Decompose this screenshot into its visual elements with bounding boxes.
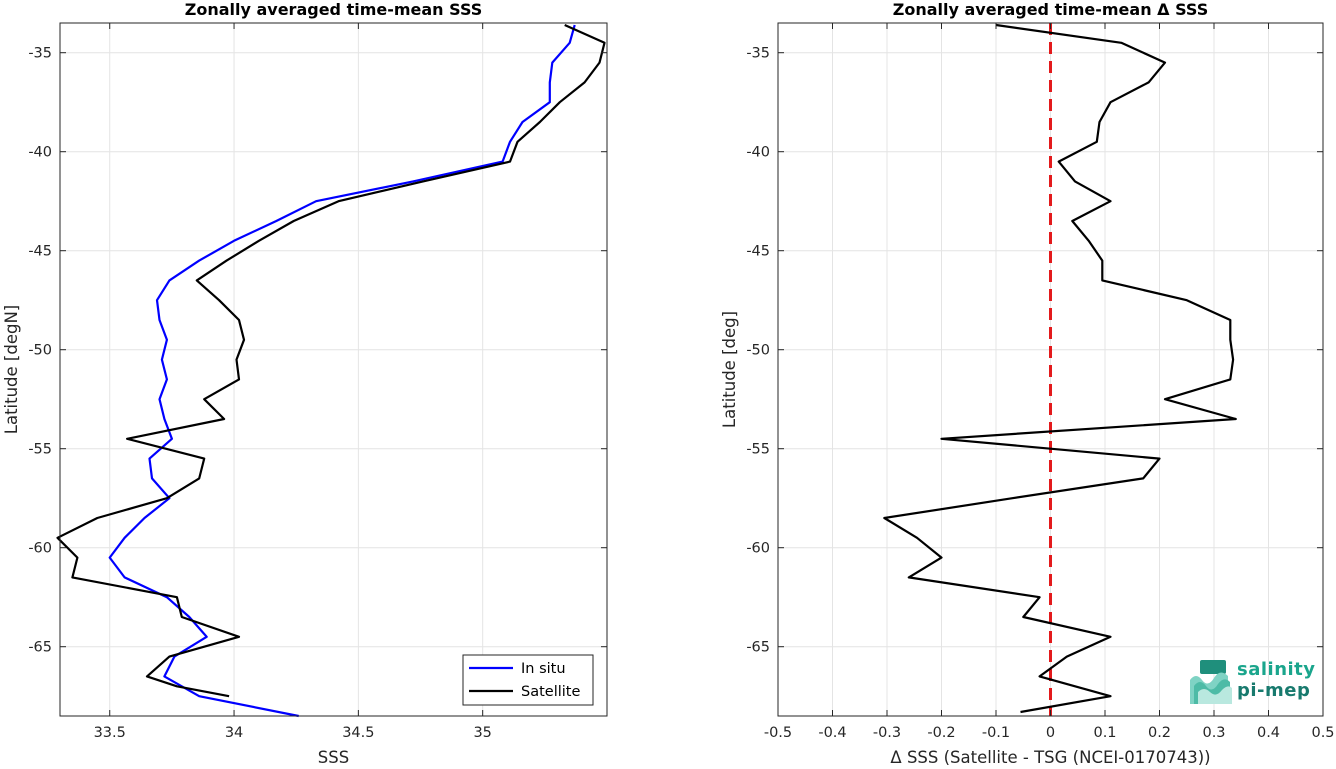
logo-word-pi-mep: pi-mep bbox=[1237, 680, 1311, 701]
y-tick-label: -60 bbox=[746, 541, 770, 557]
x-tick-label: -0.5 bbox=[764, 725, 792, 741]
x-tick-label: 0.2 bbox=[1148, 725, 1171, 741]
x-tick-label: 0.5 bbox=[1311, 725, 1334, 741]
y-tick-label: -55 bbox=[746, 442, 770, 458]
x-axis-label: SSS bbox=[318, 748, 349, 767]
x-tick-label: -0.4 bbox=[818, 725, 846, 741]
y-tick-label: -40 bbox=[746, 145, 770, 161]
plot-area bbox=[60, 23, 607, 716]
y-tick-label: -65 bbox=[746, 640, 770, 656]
y-tick-label: -55 bbox=[28, 442, 52, 458]
y-tick-label: -40 bbox=[28, 145, 52, 161]
chart-title: Zonally averaged time-mean SSS bbox=[185, 0, 483, 19]
legend-label-satellite: Satellite bbox=[521, 684, 580, 700]
chart-title: Zonally averaged time-mean Δ SSS bbox=[893, 0, 1209, 19]
y-tick-label: -60 bbox=[28, 541, 52, 557]
y-tick-label: -65 bbox=[28, 640, 52, 656]
right-chart-panel: -0.5 -0.4 -0.3 -0.2 -0.1 0 0.1 0.2 0.3 0.4 0.5 -35 -… bbox=[720, 0, 1335, 767]
logo-waves-icon bbox=[1190, 660, 1232, 704]
y-axis-label: Latitude [degN] bbox=[2, 305, 21, 434]
x-tick-label: -0.2 bbox=[927, 725, 955, 741]
x-tick-label: 34 bbox=[225, 725, 243, 741]
series-line-0 bbox=[883, 23, 1237, 714]
y-tick-label: -45 bbox=[746, 244, 770, 260]
x-tick-label: 0 bbox=[1046, 725, 1055, 741]
x-tick-label: 0.4 bbox=[1257, 725, 1280, 741]
x-tick-label: 35 bbox=[473, 725, 491, 741]
y-axis-label: Latitude [deg] bbox=[720, 311, 739, 428]
y-tick-label: -35 bbox=[746, 46, 770, 62]
plot-frame bbox=[59, 22, 608, 717]
y-tick-label: -45 bbox=[28, 244, 52, 260]
x-tick-label: 34.5 bbox=[342, 725, 374, 741]
salinity-pi-mep-logo: salinity pi-mep bbox=[1188, 658, 1318, 706]
x-tick-label: 33.5 bbox=[94, 725, 126, 741]
x-tick-label: 0.3 bbox=[1202, 725, 1225, 741]
x-tick-label: -0.1 bbox=[982, 725, 1010, 741]
x-tick-label: 0.1 bbox=[1093, 725, 1116, 741]
y-tick-label: -50 bbox=[746, 343, 770, 359]
x-axis-label: Δ SSS (Satellite - TSG (NCEI-0170743)) bbox=[890, 748, 1210, 767]
left-chart-panel: 33.5 34 34.5 35 -35 -40 -45 -50 -55 -60 -65 Zonally… bbox=[2, 0, 608, 767]
legend-label-in-situ: In situ bbox=[521, 661, 566, 677]
series-line-satellite bbox=[56, 23, 606, 698]
logo-word-salinity: salinity bbox=[1237, 659, 1316, 680]
series-line-in-situ bbox=[108, 24, 576, 718]
y-tick-label: -35 bbox=[28, 46, 52, 62]
x-tick-label: -0.3 bbox=[873, 725, 901, 741]
y-tick-label: -50 bbox=[28, 343, 52, 359]
legend-box bbox=[462, 654, 594, 706]
legend: In situ Satellite bbox=[462, 654, 594, 706]
